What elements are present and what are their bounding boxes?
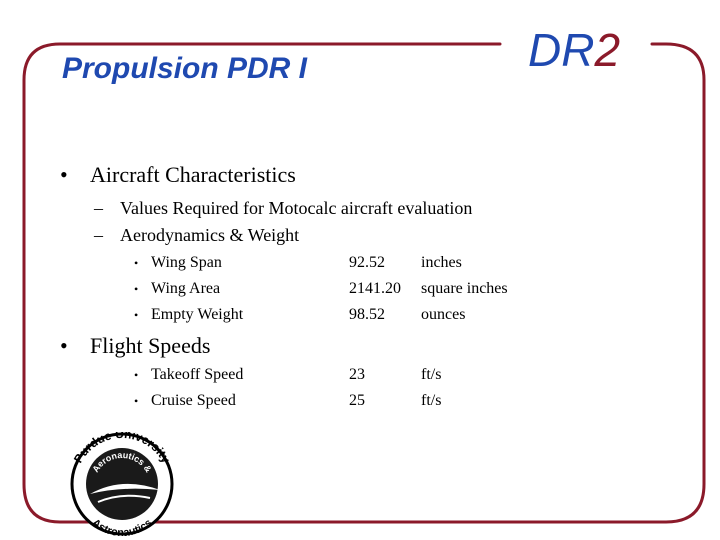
sub-bullet-text: Values Required for Motocalc aircraft ev… — [120, 198, 473, 218]
row-label: Takeoff Speed — [151, 366, 244, 383]
row-label: Cruise Speed — [151, 392, 236, 409]
row-unit: ft/s — [421, 366, 442, 383]
brand-number: 2 — [594, 24, 621, 76]
row-label: Wing Span — [151, 254, 222, 271]
brand-prefix: DR — [528, 24, 595, 76]
bullet-symbol: • — [60, 333, 68, 358]
row-value: 25 — [349, 392, 365, 409]
swoosh-icon — [90, 483, 160, 494]
bullet-text: Flight Speeds — [90, 333, 211, 358]
row-value: 92.52 — [349, 254, 385, 271]
row-bullet: • — [134, 282, 139, 296]
row-label: Wing Area — [151, 280, 221, 297]
row-bullet: • — [134, 308, 139, 322]
dash-symbol: – — [94, 225, 103, 245]
row-bullet: • — [134, 394, 139, 408]
row-unit: square inches — [421, 280, 508, 297]
bullet-symbol: • — [60, 162, 68, 187]
row-value: 2141.20 — [349, 280, 401, 297]
dash-symbol: – — [94, 198, 103, 218]
slide-title: Propulsion PDR I — [62, 52, 308, 85]
row-bullet: • — [134, 256, 139, 270]
bullet-text: Aircraft Characteristics — [90, 162, 296, 187]
brand-logo-text: DR2 — [528, 24, 620, 76]
row-value: 23 — [349, 366, 365, 383]
row-unit: ounces — [421, 306, 466, 323]
row-bullet: • — [134, 368, 139, 382]
purdue-logo: Purdue University Aeronautics & Astronau… — [70, 432, 174, 536]
row-unit: inches — [421, 254, 462, 271]
sub-bullet-text: Aerodynamics & Weight — [120, 225, 300, 245]
row-value: 98.52 — [349, 306, 385, 323]
row-unit: ft/s — [421, 392, 442, 409]
row-label: Empty Weight — [151, 306, 244, 323]
